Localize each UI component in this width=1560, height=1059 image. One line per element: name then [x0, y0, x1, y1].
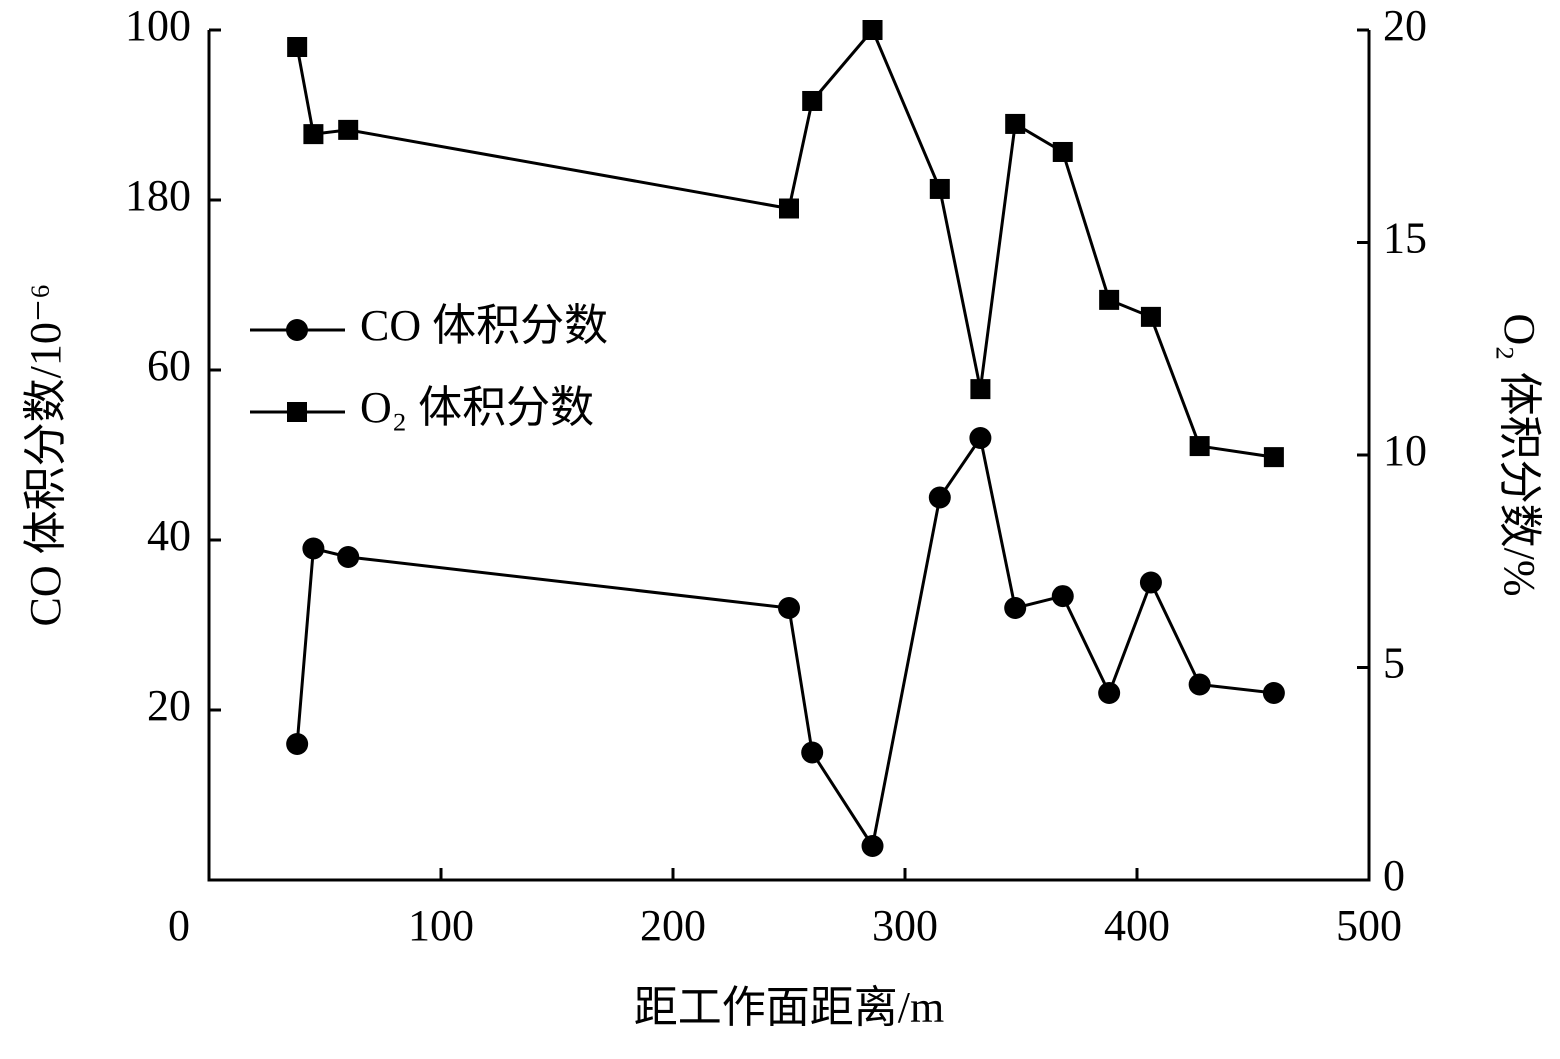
- marker: [1263, 447, 1284, 468]
- marker: [1139, 571, 1162, 594]
- marker: [1099, 289, 1120, 310]
- marker: [862, 20, 883, 40]
- legend-label: CO 体积分数: [360, 301, 608, 350]
- y2-tick-label: 20: [1383, 1, 1427, 50]
- legend-label: O₂ 体积分数: [360, 383, 594, 432]
- y-tick-label: 60: [147, 341, 191, 390]
- x-axis-label: 距工作面距离/m: [634, 983, 944, 1032]
- marker: [1189, 436, 1210, 457]
- marker: [287, 37, 308, 57]
- marker: [801, 741, 824, 764]
- marker: [1052, 141, 1073, 162]
- series-line: [295, 434, 1275, 850]
- marker: [778, 597, 800, 619]
- y-tick-label: 40: [147, 511, 191, 560]
- y-tick-label: 180: [125, 171, 191, 220]
- y2-tick-label: 15: [1383, 214, 1427, 263]
- x-tick-label: 100: [408, 901, 474, 950]
- y2-tick-label: 10: [1383, 426, 1427, 475]
- y-axis-label: CO 体积分数/10⁻⁶: [21, 284, 70, 627]
- marker: [929, 178, 950, 199]
- legend-marker: [286, 319, 308, 341]
- marker: [970, 379, 991, 400]
- marker: [286, 733, 309, 755]
- marker: [861, 835, 884, 857]
- y-tick-label: 100: [125, 1, 191, 50]
- marker: [302, 537, 325, 560]
- x-tick-label: 0: [168, 901, 190, 950]
- marker: [303, 124, 324, 145]
- marker: [928, 486, 951, 509]
- y-tick-label: 20: [147, 681, 191, 730]
- marker: [779, 198, 799, 219]
- marker: [338, 119, 359, 140]
- marker: [1188, 673, 1211, 696]
- legend-marker: [287, 402, 307, 422]
- y2-axis-label: O₂ 体积分数/%: [1495, 314, 1544, 597]
- marker: [1140, 306, 1161, 327]
- marker: [1051, 585, 1074, 608]
- x-tick-label: 200: [640, 901, 706, 950]
- marker: [1004, 597, 1027, 619]
- marker: [1098, 682, 1121, 704]
- marker: [802, 90, 823, 111]
- marker: [1005, 113, 1026, 134]
- marker: [337, 546, 360, 568]
- x-tick-label: 300: [872, 901, 938, 950]
- y2-tick-label: 0: [1383, 851, 1405, 900]
- y2-tick-label: 5: [1383, 639, 1405, 688]
- marker: [969, 427, 992, 449]
- x-tick-label: 500: [1336, 901, 1402, 950]
- x-tick-label: 400: [1104, 901, 1170, 950]
- marker: [1262, 682, 1285, 704]
